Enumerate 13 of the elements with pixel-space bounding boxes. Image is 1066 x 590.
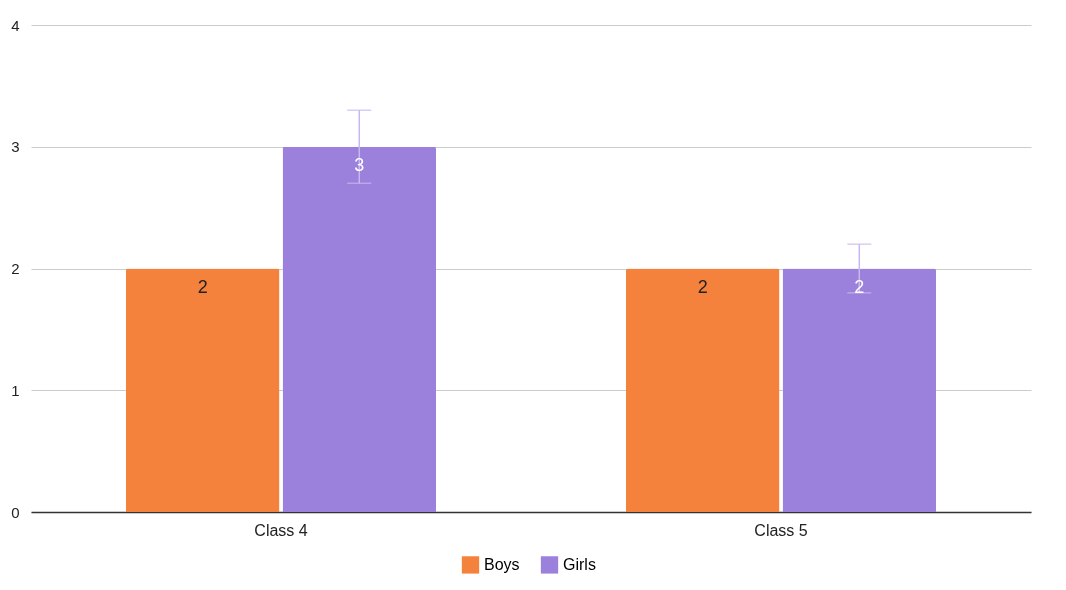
legend-label: Boys (484, 555, 520, 573)
y-tick-label: 1 (11, 381, 20, 399)
data-label: 2 (854, 276, 865, 297)
data-label: 2 (697, 276, 708, 297)
y-tick-label: 2 (11, 260, 20, 277)
x-tick-label: Class 4 (254, 521, 308, 539)
x-tick-label: Class 5 (754, 521, 808, 539)
y-tick-label: 3 (11, 138, 20, 156)
y-tick-label: 4 (11, 16, 20, 34)
data-label: 3 (354, 154, 365, 175)
data-label: 2 (197, 276, 208, 297)
legend-label: Girls (563, 555, 596, 573)
y-tick-label: 0 (11, 503, 20, 521)
